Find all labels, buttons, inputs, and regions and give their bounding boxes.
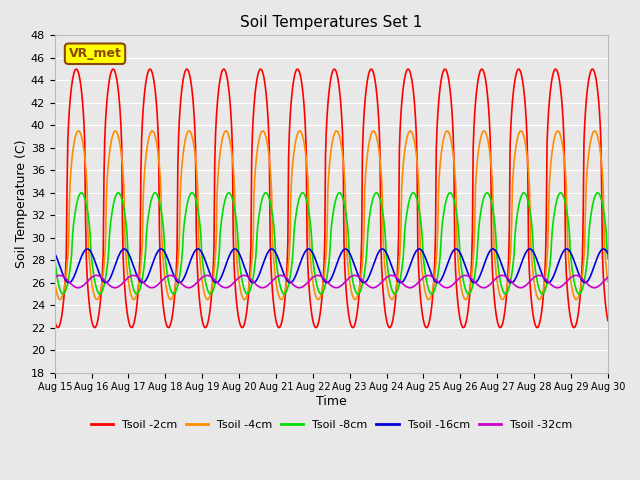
Tsoil -16cm xyxy=(286,280,294,286)
Tsoil -2cm xyxy=(604,318,612,324)
Tsoil -2cm xyxy=(54,325,61,331)
Tsoil -32cm xyxy=(416,277,424,283)
Tsoil -16cm xyxy=(268,246,275,252)
Tsoil -2cm xyxy=(51,318,59,324)
Tsoil -4cm xyxy=(536,297,543,302)
Tsoil -8cm xyxy=(174,282,182,288)
Legend: Tsoil -2cm, Tsoil -4cm, Tsoil -8cm, Tsoil -16cm, Tsoil -32cm: Tsoil -2cm, Tsoil -4cm, Tsoil -8cm, Tsoi… xyxy=(86,416,577,434)
Tsoil -8cm xyxy=(415,204,422,210)
Tsoil -16cm xyxy=(61,276,68,282)
Tsoil -4cm xyxy=(554,128,562,134)
Tsoil -16cm xyxy=(204,263,211,268)
Tsoil -8cm xyxy=(446,190,454,196)
Tsoil -32cm xyxy=(400,282,408,288)
Tsoil -8cm xyxy=(399,262,406,267)
Tsoil -8cm xyxy=(118,195,125,201)
Line: Tsoil -16cm: Tsoil -16cm xyxy=(55,249,608,283)
Tsoil -16cm xyxy=(400,277,408,283)
X-axis label: Time: Time xyxy=(316,395,347,408)
Tsoil -8cm xyxy=(465,291,472,297)
Tsoil -8cm xyxy=(61,289,68,295)
Tsoil -32cm xyxy=(51,275,59,280)
Tsoil -8cm xyxy=(51,256,59,262)
Tsoil -16cm xyxy=(174,279,182,285)
Line: Tsoil -8cm: Tsoil -8cm xyxy=(55,193,608,294)
Tsoil -8cm xyxy=(604,256,612,262)
Tsoil -4cm xyxy=(51,279,59,285)
Tsoil -2cm xyxy=(415,279,423,285)
Title: Soil Temperatures Set 1: Soil Temperatures Set 1 xyxy=(240,15,422,30)
Text: VR_met: VR_met xyxy=(68,47,122,60)
Tsoil -32cm xyxy=(277,273,285,278)
Tsoil -32cm xyxy=(604,275,612,280)
Tsoil -16cm xyxy=(416,246,424,252)
Tsoil -4cm xyxy=(61,283,68,288)
Tsoil -32cm xyxy=(61,275,68,280)
Tsoil -4cm xyxy=(204,297,211,302)
Tsoil -16cm xyxy=(51,251,59,256)
Line: Tsoil -32cm: Tsoil -32cm xyxy=(55,276,608,288)
Tsoil -32cm xyxy=(118,281,125,287)
Tsoil -4cm xyxy=(604,279,612,285)
Tsoil -2cm xyxy=(118,220,126,226)
Tsoil -8cm xyxy=(204,285,211,291)
Tsoil -2cm xyxy=(175,133,182,139)
Line: Tsoil -2cm: Tsoil -2cm xyxy=(55,69,608,328)
Tsoil -32cm xyxy=(204,273,211,278)
Tsoil -4cm xyxy=(415,179,422,184)
Y-axis label: Soil Temperature (C): Soil Temperature (C) xyxy=(15,140,28,268)
Tsoil -4cm xyxy=(174,262,182,267)
Tsoil -4cm xyxy=(399,172,406,178)
Line: Tsoil -4cm: Tsoil -4cm xyxy=(55,131,608,300)
Tsoil -32cm xyxy=(259,285,266,290)
Tsoil -16cm xyxy=(604,251,612,256)
Tsoil -16cm xyxy=(118,248,125,253)
Tsoil -32cm xyxy=(174,277,182,283)
Tsoil -2cm xyxy=(61,271,69,276)
Tsoil -2cm xyxy=(399,85,407,91)
Tsoil -2cm xyxy=(204,320,212,326)
Tsoil -4cm xyxy=(118,155,125,160)
Tsoil -2cm xyxy=(589,66,596,72)
